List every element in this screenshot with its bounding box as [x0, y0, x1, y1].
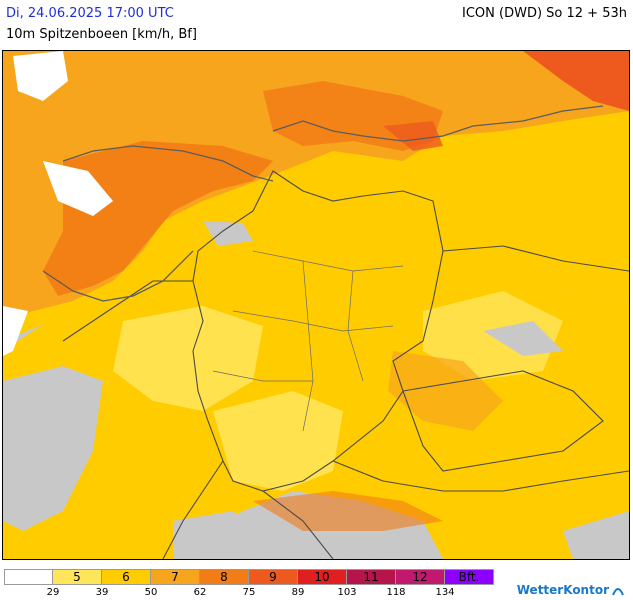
- no-data-west: [3, 366, 103, 531]
- legend-tick-5: 89: [291, 587, 305, 598]
- state-borders: [212, 250, 404, 432]
- parameter-title: 10m Spitzenboeen [km/h, Bf]: [6, 27, 197, 42]
- legend-bin-1: 5: [53, 569, 102, 585]
- legend-bin-4: 8: [200, 569, 249, 585]
- legend-tick-7: 118: [386, 587, 406, 598]
- wind-scale-ticks: 29 39 50 62 75 89 103 118 134: [4, 587, 504, 599]
- coast-peak-area: [383, 121, 443, 151]
- forecast-date: Di, 24.06.2025 17:00 UTC: [6, 6, 174, 21]
- wind-gust-map: [2, 50, 630, 560]
- coastlines: [42, 105, 604, 302]
- light-gust-south: [213, 391, 343, 491]
- sea-gust-area: [3, 51, 629, 321]
- legend-bin-5: 9: [249, 569, 298, 585]
- north-sea-coast-band: [43, 141, 273, 296]
- wind-scale-legend: 5 6 7 8 9 10 11 12 Bft.: [4, 569, 494, 585]
- no-data-east: [483, 321, 563, 356]
- wetterkontor-logo[interactable]: WetterKontor: [517, 583, 625, 597]
- czech-gust-area: [388, 351, 503, 431]
- legend-bin-7: 11: [347, 569, 396, 585]
- legend-tick-3: 62: [193, 587, 207, 598]
- legend-tick-2: 50: [144, 587, 158, 598]
- alps-gust-band: [253, 491, 443, 531]
- legend-tick-4: 75: [242, 587, 256, 598]
- no-data-southeast: [563, 511, 629, 559]
- legend-bin-0: [4, 569, 53, 585]
- legend-bin-9: Bft.: [445, 569, 494, 585]
- no-data-lake: [203, 221, 253, 246]
- country-borders: [62, 170, 629, 559]
- baltic-peak-area: [523, 51, 629, 111]
- legend-tick-8: 134: [435, 587, 455, 598]
- no-data-southwest: [173, 511, 263, 559]
- legend-bin-3: 7: [151, 569, 200, 585]
- calm-patch-uk: [43, 161, 113, 216]
- legend-bin-2: 6: [102, 569, 151, 585]
- model-run-label: ICON (DWD) So 12 + 53h: [462, 6, 627, 21]
- legend-bin-8: 12: [396, 569, 445, 585]
- calm-patch-north: [13, 51, 68, 101]
- legend-tick-1: 39: [95, 587, 109, 598]
- map-canvas: [3, 51, 629, 559]
- light-gust-west: [113, 306, 263, 411]
- logo-text: WetterKontor: [516, 583, 609, 597]
- calm-patch-west: [3, 306, 28, 356]
- logo-mark-icon: [612, 588, 624, 596]
- legend-tick-6: 103: [337, 587, 357, 598]
- legend-bin-6: 10: [298, 569, 347, 585]
- legend-tick-0: 29: [46, 587, 60, 598]
